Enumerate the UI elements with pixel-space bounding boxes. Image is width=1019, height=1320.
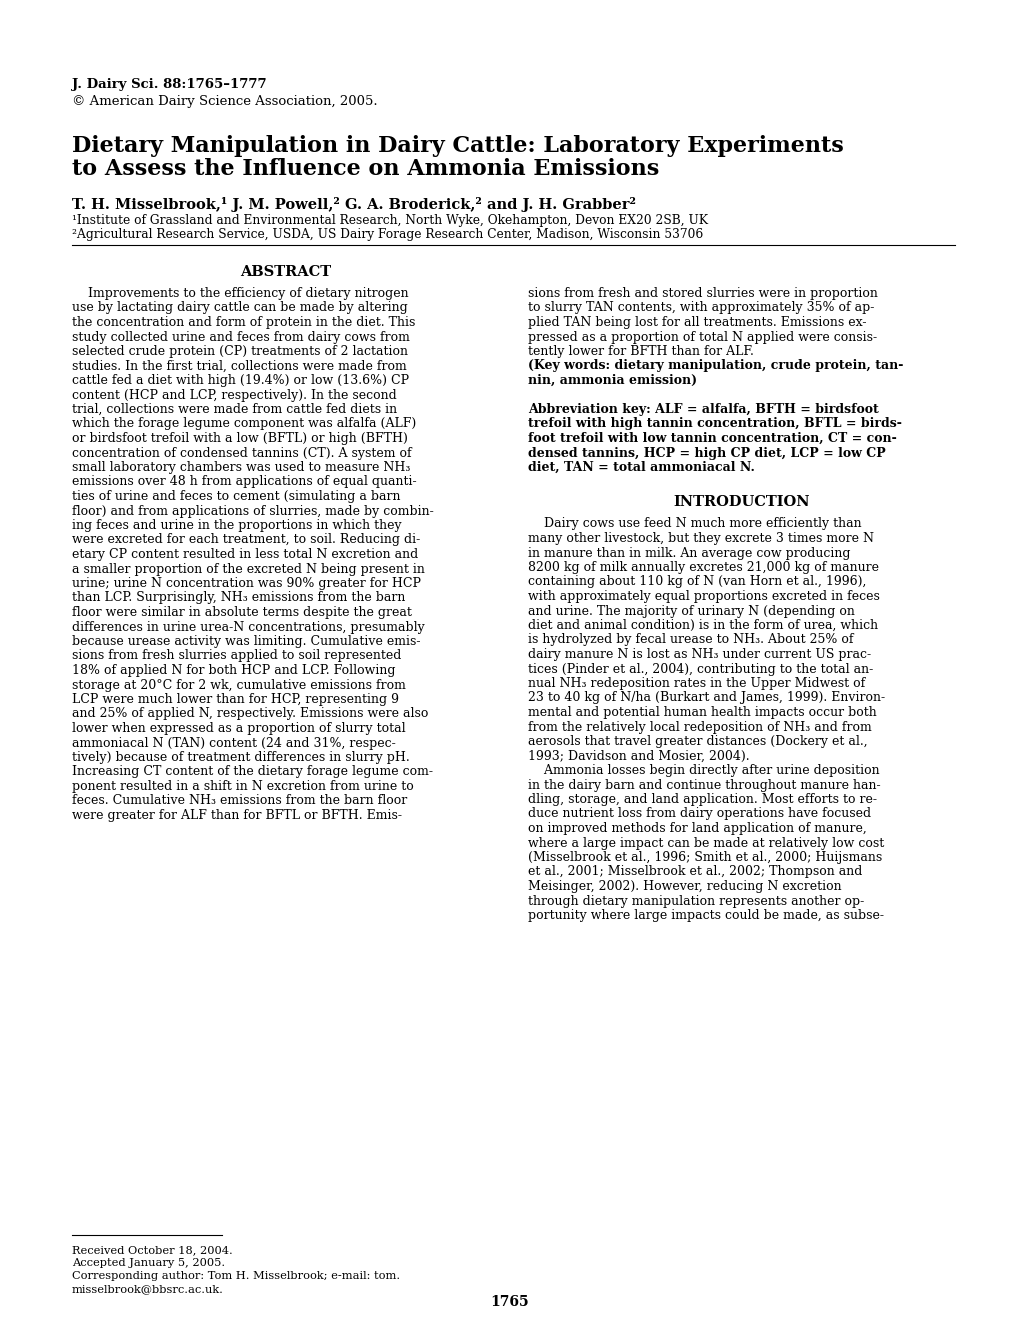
Text: lower when expressed as a proportion of slurry total: lower when expressed as a proportion of … [72,722,406,735]
Text: were greater for ALF than for BFTL or BFTH. Emis-: were greater for ALF than for BFTL or BF… [72,809,401,822]
Text: portunity where large impacts could be made, as subse-: portunity where large impacts could be m… [528,909,883,921]
Text: with approximately equal proportions excreted in feces: with approximately equal proportions exc… [528,590,879,603]
Text: through dietary manipulation represents another op-: through dietary manipulation represents … [528,895,864,908]
Text: to Assess the Influence on Ammonia Emissions: to Assess the Influence on Ammonia Emiss… [72,158,658,180]
Text: ties of urine and feces to cement (simulating a barn: ties of urine and feces to cement (simul… [72,490,400,503]
Text: differences in urine urea-N concentrations, presumably: differences in urine urea-N concentratio… [72,620,424,634]
Text: nual NH₃ redeposition rates in the Upper Midwest of: nual NH₃ redeposition rates in the Upper… [528,677,865,690]
Text: ABSTRACT: ABSTRACT [239,265,330,279]
Text: Meisinger, 2002). However, reducing N excretion: Meisinger, 2002). However, reducing N ex… [528,880,842,894]
Text: tices (Pinder et al., 2004), contributing to the total an-: tices (Pinder et al., 2004), contributin… [528,663,873,676]
Text: floor) and from applications of slurries, made by combin-: floor) and from applications of slurries… [72,504,433,517]
Text: tently lower for BFTH than for ALF.: tently lower for BFTH than for ALF. [528,345,754,358]
Text: 1993; Davidson and Mosier, 2004).: 1993; Davidson and Mosier, 2004). [528,750,749,763]
Text: Ammonia losses begin directly after urine deposition: Ammonia losses begin directly after urin… [528,764,879,777]
Text: Received October 18, 2004.: Received October 18, 2004. [72,1245,232,1255]
Text: selected crude protein (CP) treatments of 2 lactation: selected crude protein (CP) treatments o… [72,345,408,358]
Text: Dietary Manipulation in Dairy Cattle: Laboratory Experiments: Dietary Manipulation in Dairy Cattle: La… [72,135,843,157]
Text: were excreted for each treatment, to soil. Reducing di-: were excreted for each treatment, to soi… [72,533,420,546]
Text: or birdsfoot trefoil with a low (BFTL) or high (BFTH): or birdsfoot trefoil with a low (BFTL) o… [72,432,408,445]
Text: 23 to 40 kg of N/ha (Burkart and James, 1999). Environ-: 23 to 40 kg of N/ha (Burkart and James, … [528,692,884,705]
Text: sions from fresh and stored slurries were in proportion: sions from fresh and stored slurries wer… [528,286,877,300]
Text: trefoil with high tannin concentration, BFTL = birds-: trefoil with high tannin concentration, … [528,417,902,430]
Text: diet, TAN = total ammoniacal N.: diet, TAN = total ammoniacal N. [528,461,755,474]
Text: LCP were much lower than for HCP, representing 9: LCP were much lower than for HCP, repres… [72,693,398,706]
Text: Corresponding author: Tom H. Misselbrook; e-mail: tom.: Corresponding author: Tom H. Misselbrook… [72,1271,399,1280]
Text: a smaller proportion of the excreted N being present in: a smaller proportion of the excreted N b… [72,562,425,576]
Text: Accepted January 5, 2005.: Accepted January 5, 2005. [72,1258,225,1269]
Text: Abbreviation key: ALF = alfalfa, BFTH = birdsfoot: Abbreviation key: ALF = alfalfa, BFTH = … [528,403,878,416]
Text: ponent resulted in a shift in N excretion from urine to: ponent resulted in a shift in N excretio… [72,780,414,793]
Text: aerosols that travel greater distances (Dockery et al.,: aerosols that travel greater distances (… [528,735,867,748]
Text: foot trefoil with low tannin concentration, CT = con-: foot trefoil with low tannin concentrati… [528,432,897,445]
Text: in the dairy barn and continue throughout manure han-: in the dairy barn and continue throughou… [528,779,880,792]
Text: ¹Institute of Grassland and Environmental Research, North Wyke, Okehampton, Devo: ¹Institute of Grassland and Environmenta… [72,214,707,227]
Text: Increasing CT content of the dietary forage legume com-: Increasing CT content of the dietary for… [72,766,433,779]
Text: Dairy cows use feed N much more efficiently than: Dairy cows use feed N much more efficien… [528,517,861,531]
Text: studies. In the first trial, collections were made from: studies. In the first trial, collections… [72,359,407,372]
Text: dairy manure N is lost as NH₃ under current US prac-: dairy manure N is lost as NH₃ under curr… [528,648,871,661]
Text: tively) because of treatment differences in slurry pH.: tively) because of treatment differences… [72,751,410,764]
Text: floor were similar in absolute terms despite the great: floor were similar in absolute terms des… [72,606,412,619]
Text: and 25% of applied N, respectively. Emissions were also: and 25% of applied N, respectively. Emis… [72,708,428,721]
Text: feces. Cumulative NH₃ emissions from the barn floor: feces. Cumulative NH₃ emissions from the… [72,795,407,808]
Text: urine; urine N concentration was 90% greater for HCP: urine; urine N concentration was 90% gre… [72,577,421,590]
Text: ammoniacal N (TAN) content (24 and 31%, respec-: ammoniacal N (TAN) content (24 and 31%, … [72,737,395,750]
Text: duce nutrient loss from dairy operations have focused: duce nutrient loss from dairy operations… [528,808,871,821]
Text: study collected urine and feces from dairy cows from: study collected urine and feces from dai… [72,330,410,343]
Text: from the relatively local redeposition of NH₃ and from: from the relatively local redeposition o… [528,721,871,734]
Text: trial, collections were made from cattle fed diets in: trial, collections were made from cattle… [72,403,396,416]
Text: (Key words: dietary manipulation, crude protein, tan-: (Key words: dietary manipulation, crude … [528,359,903,372]
Text: because urease activity was limiting. Cumulative emis-: because urease activity was limiting. Cu… [72,635,420,648]
Text: storage at 20°C for 2 wk, cumulative emissions from: storage at 20°C for 2 wk, cumulative emi… [72,678,406,692]
Text: cattle fed a diet with high (19.4%) or low (13.6%) CP: cattle fed a diet with high (19.4%) or l… [72,374,409,387]
Text: mental and potential human health impacts occur both: mental and potential human health impact… [528,706,876,719]
Text: ing feces and urine in the proportions in which they: ing feces and urine in the proportions i… [72,519,401,532]
Text: densed tannins, HCP = high CP diet, LCP = low CP: densed tannins, HCP = high CP diet, LCP … [528,446,886,459]
Text: et al., 2001; Misselbrook et al., 2002; Thompson and: et al., 2001; Misselbrook et al., 2002; … [528,866,862,879]
Text: small laboratory chambers was used to measure NH₃: small laboratory chambers was used to me… [72,461,410,474]
Text: which the forage legume component was alfalfa (ALF): which the forage legume component was al… [72,417,416,430]
Text: emissions over 48 h from applications of equal quanti-: emissions over 48 h from applications of… [72,475,416,488]
Text: pressed as a proportion of total N applied were consis-: pressed as a proportion of total N appli… [528,330,876,343]
Text: ²Agricultural Research Service, USDA, US Dairy Forage Research Center, Madison, : ²Agricultural Research Service, USDA, US… [72,228,702,242]
Text: in manure than in milk. An average cow producing: in manure than in milk. An average cow p… [528,546,850,560]
Text: containing about 110 kg of N (van Horn et al., 1996),: containing about 110 kg of N (van Horn e… [528,576,866,589]
Text: concentration of condensed tannins (CT). A system of: concentration of condensed tannins (CT).… [72,446,412,459]
Text: 8200 kg of milk annually excretes 21,000 kg of manure: 8200 kg of milk annually excretes 21,000… [528,561,878,574]
Text: dling, storage, and land application. Most efforts to re-: dling, storage, and land application. Mo… [528,793,876,807]
Text: than LCP. Surprisingly, NH₃ emissions from the barn: than LCP. Surprisingly, NH₃ emissions fr… [72,591,405,605]
Text: © American Dairy Science Association, 2005.: © American Dairy Science Association, 20… [72,95,377,108]
Text: (Misselbrook et al., 1996; Smith et al., 2000; Huijsmans: (Misselbrook et al., 1996; Smith et al.,… [528,851,881,865]
Text: content (HCP and LCP, respectively). In the second: content (HCP and LCP, respectively). In … [72,388,396,401]
Text: sions from fresh slurries applied to soil represented: sions from fresh slurries applied to soi… [72,649,401,663]
Text: use by lactating dairy cattle can be made by altering: use by lactating dairy cattle can be mad… [72,301,408,314]
Text: J. Dairy Sci. 88:1765–1777: J. Dairy Sci. 88:1765–1777 [72,78,266,91]
Text: is hydrolyzed by fecal urease to NH₃. About 25% of: is hydrolyzed by fecal urease to NH₃. Ab… [528,634,853,647]
Text: misselbrook@bbsrc.ac.uk.: misselbrook@bbsrc.ac.uk. [72,1284,223,1294]
Text: etary CP content resulted in less total N excretion and: etary CP content resulted in less total … [72,548,418,561]
Text: diet and animal condition) is in the form of urea, which: diet and animal condition) is in the for… [528,619,877,632]
Text: the concentration and form of protein in the diet. This: the concentration and form of protein in… [72,315,415,329]
Text: T. H. Misselbrook,¹ J. M. Powell,² G. A. Broderick,² and J. H. Grabber²: T. H. Misselbrook,¹ J. M. Powell,² G. A.… [72,197,636,213]
Text: 1765: 1765 [490,1295,529,1309]
Text: INTRODUCTION: INTRODUCTION [673,495,809,510]
Text: on improved methods for land application of manure,: on improved methods for land application… [528,822,866,836]
Text: many other livestock, but they excrete 3 times more N: many other livestock, but they excrete 3… [528,532,873,545]
Text: where a large impact can be made at relatively low cost: where a large impact can be made at rela… [528,837,883,850]
Text: and urine. The majority of urinary N (depending on: and urine. The majority of urinary N (de… [528,605,855,618]
Text: 18% of applied N for both HCP and LCP. Following: 18% of applied N for both HCP and LCP. F… [72,664,395,677]
Text: plied TAN being lost for all treatments. Emissions ex-: plied TAN being lost for all treatments.… [528,315,866,329]
Text: Improvements to the efficiency of dietary nitrogen: Improvements to the efficiency of dietar… [72,286,409,300]
Text: to slurry TAN contents, with approximately 35% of ap-: to slurry TAN contents, with approximate… [528,301,874,314]
Text: nin, ammonia emission): nin, ammonia emission) [528,374,697,387]
